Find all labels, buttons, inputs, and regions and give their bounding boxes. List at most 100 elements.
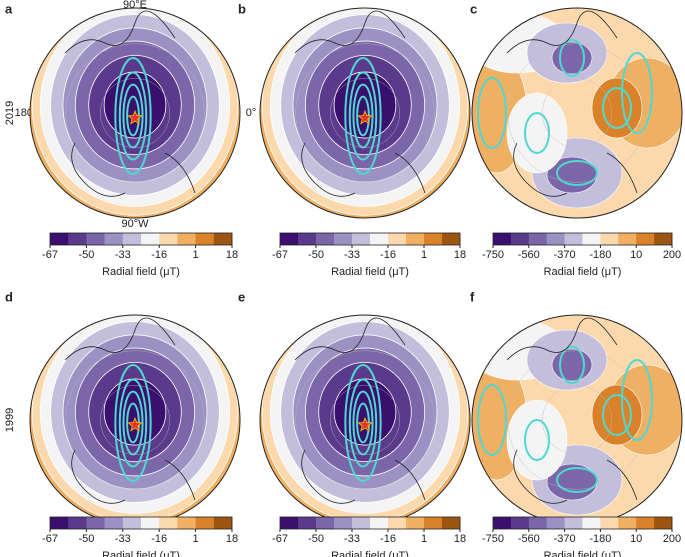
- globe-outline: [29, 7, 241, 219]
- colorbar-swatch: [298, 517, 317, 529]
- graticule: [65, 350, 205, 490]
- colorbar-swatch: [50, 233, 69, 245]
- colorbar-swatch: [50, 517, 69, 529]
- contour: [122, 390, 144, 456]
- colorbar-tick-label: -750: [482, 533, 504, 545]
- colorbar-swatch: [582, 233, 601, 245]
- colorbar-frame: [49, 516, 233, 530]
- colorbar-swatch: [510, 517, 530, 529]
- colorbar-tick-label: -50: [78, 533, 94, 545]
- colorbar-swatch: [195, 233, 215, 245]
- colorbar-tick-label: -50: [308, 533, 324, 545]
- colorbar-frame: [492, 516, 673, 530]
- colorbar-title: Radial field (μT): [544, 550, 622, 557]
- coastline: [294, 10, 426, 197]
- colorbar-swatch: [213, 233, 233, 245]
- colorbar-swatch: [528, 517, 547, 529]
- star: [127, 109, 143, 125]
- colorbar-tick-label: -560: [518, 533, 540, 545]
- colorbar-tick-label: -50: [78, 249, 94, 261]
- colorbar-swatch: [213, 517, 233, 529]
- panel-label: a: [5, 1, 13, 16]
- coastline: [64, 317, 196, 504]
- colorbar-swatch: [600, 233, 619, 245]
- contour: [344, 57, 382, 175]
- row-label: 1999: [4, 408, 16, 432]
- graticule: [100, 385, 170, 455]
- field-band: [103, 71, 167, 139]
- colorbar-swatch: [298, 233, 317, 245]
- colorbar-swatch: [195, 517, 215, 529]
- colorbar-tick-label: 18: [226, 533, 238, 545]
- coastline: [294, 317, 426, 504]
- globe-outline: [259, 7, 471, 219]
- star: [127, 416, 143, 432]
- colorbar-swatch: [636, 233, 655, 245]
- graticule: [330, 78, 400, 148]
- field-blob: [591, 384, 643, 446]
- colorbar-swatch: [528, 233, 547, 245]
- coastline: [64, 10, 196, 197]
- field-blob: [506, 399, 568, 481]
- graticule: [295, 350, 435, 490]
- contour: [114, 364, 152, 482]
- colorbar-swatch: [316, 517, 335, 529]
- colorbar-tick-label: 200: [663, 249, 681, 261]
- colorbar-title: Radial field (μT): [331, 550, 409, 557]
- panel-label: b: [238, 1, 246, 16]
- colorbar-swatch: [406, 233, 425, 245]
- colorbar-swatch: [141, 517, 160, 529]
- colorbar-tick-label: 1: [421, 249, 427, 261]
- contour: [118, 71, 148, 161]
- colorbar-swatch: [280, 233, 299, 245]
- contour: [477, 384, 507, 456]
- star: [357, 416, 373, 432]
- row-label: 2019: [4, 101, 16, 125]
- colorbar-swatch: [159, 517, 178, 529]
- colorbar-swatch: [564, 517, 583, 529]
- panel-label: c: [470, 1, 477, 16]
- colorbar-swatch: [406, 517, 425, 529]
- graticule: [507, 43, 647, 183]
- colorbar-swatch: [442, 233, 461, 245]
- colorbar-tick-label: -180: [589, 249, 611, 261]
- map: [30, 315, 240, 525]
- colorbar-swatch: [618, 517, 637, 529]
- graticule: [542, 385, 612, 455]
- contour: [556, 160, 598, 186]
- colorbar-swatch: [177, 517, 196, 529]
- colorbar-swatch: [388, 233, 407, 245]
- colorbar-tick-label: -67: [42, 249, 58, 261]
- colorbar-title: Radial field (μT): [331, 266, 409, 278]
- colorbar-frame: [279, 516, 461, 530]
- colorbar-swatch: [104, 233, 124, 245]
- map: [260, 8, 470, 218]
- colorbar-swatch: [159, 233, 178, 245]
- contour: [352, 83, 374, 149]
- colorbar-swatch: [636, 517, 655, 529]
- field-blob: [551, 41, 593, 75]
- colorbar-swatch: [600, 517, 619, 529]
- colorbar-tick-label: -16: [380, 249, 396, 261]
- colorbar-swatch: [68, 233, 87, 245]
- colorbar-frame: [49, 232, 233, 246]
- colorbar-swatch: [424, 233, 443, 245]
- field-band: [333, 378, 397, 446]
- axis-label: 90°E: [123, 0, 147, 11]
- colorbar-tick-label: -33: [115, 249, 131, 261]
- colorbar-swatch: [510, 233, 530, 245]
- colorbar-tick-label: 18: [226, 249, 238, 261]
- map: [260, 315, 470, 525]
- star: [357, 109, 373, 125]
- colorbar-frame: [492, 232, 673, 246]
- contour: [621, 52, 653, 134]
- colorbar-swatch: [177, 233, 196, 245]
- contour: [477, 77, 507, 149]
- graticule: [295, 43, 435, 183]
- colorbar-tick-label: -16: [151, 533, 167, 545]
- panel-label: f: [470, 289, 475, 304]
- graticule: [65, 43, 205, 183]
- colorbar-tick-label: 1: [193, 533, 199, 545]
- colorbar-tick-label: 18: [454, 249, 466, 261]
